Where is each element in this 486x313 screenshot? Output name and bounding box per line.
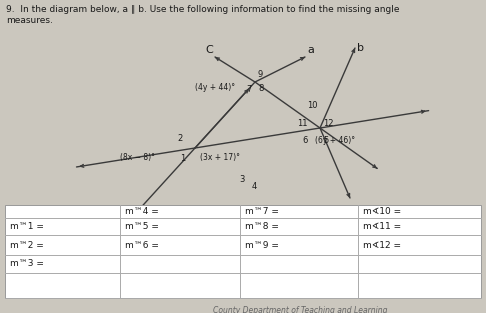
- Text: 3: 3: [240, 175, 245, 184]
- Text: 2: 2: [178, 134, 183, 143]
- Text: m™5 =: m™5 =: [125, 222, 159, 231]
- Text: m™4 =: m™4 =: [125, 207, 159, 216]
- Text: County Department of Teaching and Learning: County Department of Teaching and Learni…: [213, 306, 387, 313]
- Text: b: b: [357, 43, 364, 53]
- Text: 11: 11: [297, 119, 308, 127]
- Text: m™7 =: m™7 =: [245, 207, 279, 216]
- Text: 4: 4: [252, 182, 257, 191]
- Text: (8x − 8)°: (8x − 8)°: [120, 153, 155, 162]
- Text: (4y + 44)°: (4y + 44)°: [195, 83, 235, 92]
- Text: (6y + 46)°: (6y + 46)°: [315, 136, 355, 145]
- Text: m∢10 =: m∢10 =: [363, 207, 401, 216]
- Text: m™8 =: m™8 =: [245, 222, 279, 231]
- Text: m™3 =: m™3 =: [10, 259, 44, 269]
- Text: 6: 6: [303, 136, 308, 145]
- Text: m™9 =: m™9 =: [245, 240, 279, 249]
- Text: 12: 12: [323, 119, 333, 127]
- Text: measures.: measures.: [6, 16, 53, 25]
- Text: d: d: [118, 214, 126, 224]
- Text: m™1 =: m™1 =: [10, 222, 44, 231]
- Text: m∢11 =: m∢11 =: [363, 222, 401, 231]
- Text: 9.  In the diagram below, a ∥ b. Use the following information to find the missi: 9. In the diagram below, a ∥ b. Use the …: [6, 5, 399, 14]
- Text: C: C: [205, 45, 213, 55]
- Text: 9: 9: [257, 70, 262, 79]
- Text: 1: 1: [180, 154, 185, 163]
- Text: m™2 =: m™2 =: [10, 240, 44, 249]
- Text: 7: 7: [246, 85, 252, 94]
- FancyBboxPatch shape: [5, 205, 481, 298]
- Text: 8: 8: [258, 84, 263, 93]
- Text: (3x + 17)°: (3x + 17)°: [200, 153, 240, 162]
- Text: m™6 =: m™6 =: [125, 240, 159, 249]
- Text: 5: 5: [323, 136, 328, 145]
- Text: 10: 10: [308, 101, 318, 110]
- Text: a: a: [307, 45, 314, 55]
- Text: m∢12 =: m∢12 =: [363, 240, 401, 249]
